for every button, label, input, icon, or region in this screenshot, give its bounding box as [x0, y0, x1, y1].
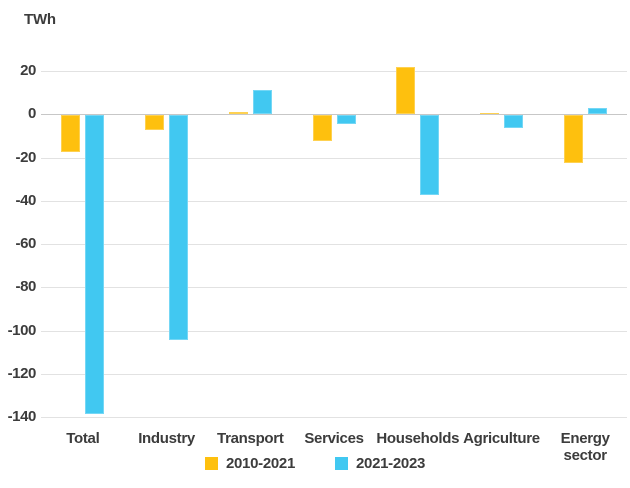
y-tick-label: -140	[7, 408, 37, 425]
y-tick-label: -100	[7, 321, 37, 339]
gridline	[41, 330, 627, 332]
x-label-households: Households	[376, 430, 460, 447]
gridline	[41, 71, 627, 72]
x-axis-labels: Total Industry Transport Services Households…	[41, 430, 627, 464]
legend-label-2010-2021: 2010-2021	[225, 455, 295, 472]
x-label-transport: Transport	[217, 430, 284, 447]
gridline	[41, 244, 627, 245]
bar-agriculture-2010-2021	[479, 113, 499, 115]
bar-services-2010-2021	[312, 115, 332, 142]
y-tick-label: -60	[15, 235, 37, 252]
bar-total-2010-2021	[61, 115, 81, 152]
legend-swatch-2021-2023	[335, 457, 348, 470]
gridline	[41, 417, 627, 418]
gridline	[41, 157, 627, 159]
x-label-agriculture: Agriculture	[463, 430, 540, 447]
bar-energy-sector-2010-2021	[563, 115, 583, 163]
x-label-services: Services	[304, 430, 364, 447]
bar-industry-2010-2021	[145, 115, 165, 131]
legend-item-2010-2021: 2010-2021	[204, 455, 295, 472]
y-tick-label: -20	[15, 148, 37, 166]
gridline	[41, 373, 627, 375]
y-tick-label: -40	[15, 191, 37, 209]
bar-transport-2010-2021	[228, 112, 248, 115]
bar-households-2010-2021	[396, 66, 416, 115]
bar-total-2021-2023	[85, 115, 105, 414]
legend-swatch-2010-2021	[204, 457, 218, 470]
gridline	[41, 200, 627, 202]
bar-transport-2021-2023	[252, 90, 272, 115]
y-tick-label: 20	[20, 62, 36, 79]
legend: 2010-2021 2021-2023	[0, 455, 630, 472]
bar-agriculture-2021-2023	[503, 115, 523, 129]
bar-industry-2021-2023	[169, 115, 189, 341]
bar-energy-sector-2021-2023	[587, 107, 607, 115]
legend-label-2021-2023: 2021-2023	[356, 455, 426, 472]
x-label-industry: Industry	[138, 430, 195, 447]
x-label-total: Total	[66, 430, 100, 447]
bar-households-2021-2023	[420, 115, 440, 196]
y-axis-unit-label: TWh	[24, 11, 56, 28]
gridline	[41, 287, 627, 289]
plot-area	[41, 66, 627, 418]
x-label-energy-sector: Energy sector	[560, 430, 610, 464]
bar-services-2021-2023	[336, 115, 356, 124]
legend-item-2021-2023: 2021-2023	[335, 455, 425, 472]
y-tick-label: 0	[28, 105, 36, 123]
y-axis: 20 0 -20 -40 -60 -80 -100 -120 -140	[0, 62, 37, 425]
zero-line	[41, 114, 627, 116]
y-tick-label: -120	[7, 364, 37, 382]
y-tick-label: -80	[15, 278, 37, 296]
